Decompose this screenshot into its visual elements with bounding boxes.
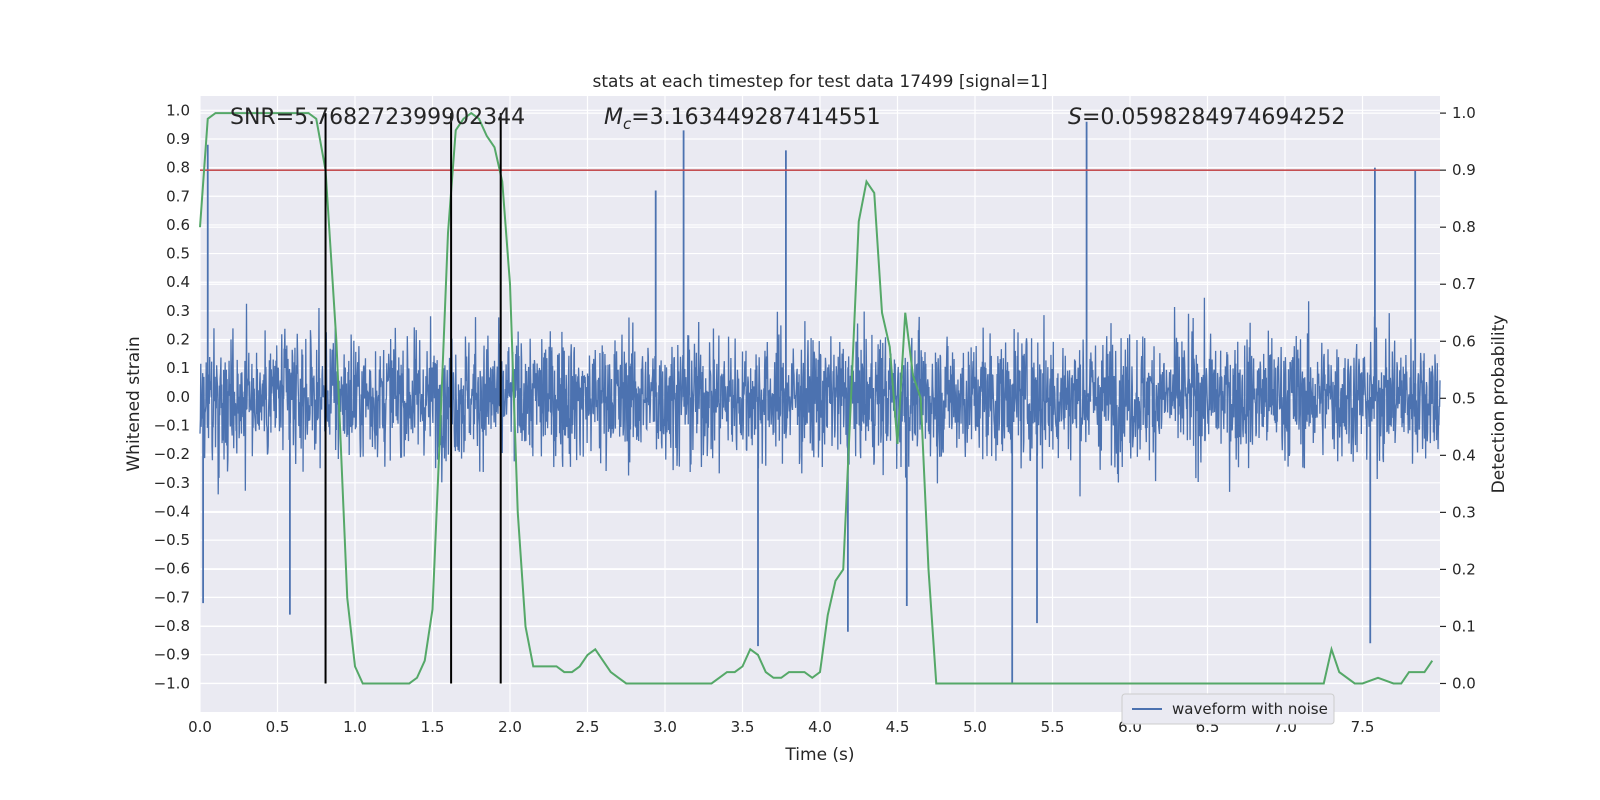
y-left-tick-label: −1.0 xyxy=(154,674,190,692)
probability-series xyxy=(199,111,1434,685)
legend-box xyxy=(1121,693,1335,725)
y-right-tick-label: 0.7 xyxy=(1452,275,1476,293)
y-left-tick-label: 0.5 xyxy=(166,245,190,263)
y-left-tick-label: −0.9 xyxy=(154,646,190,664)
y-left-tick-label: 0.7 xyxy=(166,187,190,205)
chirp-mass-subscript: c xyxy=(623,115,632,133)
x-tick-label: 4.5 xyxy=(886,718,910,736)
y-left-tick-label: −0.6 xyxy=(154,560,190,578)
y-right-tick-label: 0.0 xyxy=(1452,674,1476,692)
y-right-tick-label: 0.2 xyxy=(1452,560,1476,578)
y-left-tick-label: −0.1 xyxy=(154,416,190,434)
y-left-tick-label: 0.3 xyxy=(166,302,190,320)
x-axis-label: Time (s) xyxy=(784,745,854,765)
x-tick-label: 7.5 xyxy=(1351,718,1375,736)
y-right-tick-label: 0.3 xyxy=(1452,503,1476,521)
y-right-tick-label: 0.8 xyxy=(1452,218,1476,236)
x-tick-label: 3.5 xyxy=(731,718,755,736)
y-left-tick-label: 0.0 xyxy=(166,388,190,406)
s-symbol: S xyxy=(1068,105,1082,130)
x-tick-label: 2.5 xyxy=(576,718,600,736)
x-tick-label: 1.0 xyxy=(343,718,367,736)
y-axis-right-label: Detection probability xyxy=(1489,315,1509,494)
x-tick-label: 1.5 xyxy=(421,718,445,736)
y-left-tick-label: 0.2 xyxy=(166,331,190,349)
y-right-tick-label: 0.9 xyxy=(1452,161,1476,179)
y-right-tick-label: 0.4 xyxy=(1452,446,1476,464)
chart-title: stats at each timestep for test data 174… xyxy=(593,72,1048,92)
y-right-tick-label: 0.5 xyxy=(1452,389,1476,407)
waveform-series xyxy=(199,121,1441,684)
x-tick-label: 5.5 xyxy=(1041,718,1065,736)
x-tick-label: 4.0 xyxy=(808,718,832,736)
y-left-tick-label: 0.4 xyxy=(166,273,190,291)
y-left-tick-label: −0.3 xyxy=(154,474,190,492)
s-annotation: S=0.0598284974694252 xyxy=(1068,105,1345,130)
x-tick-label: 5.0 xyxy=(963,718,987,736)
x-tick-label: 0.0 xyxy=(188,718,212,736)
y-left-tick-label: 1.0 xyxy=(166,101,190,119)
y-left-tick-label: −0.2 xyxy=(154,445,190,463)
y-left-tick-label: −0.8 xyxy=(154,617,190,635)
vertical-markers xyxy=(324,113,502,684)
y-left-tick-label: −0.4 xyxy=(154,502,190,520)
y-axis-left-label: Whitened strain xyxy=(124,336,144,471)
detection-probability-line xyxy=(199,111,1434,685)
waveform-line xyxy=(199,297,1441,497)
y-left-tick-label: 0.6 xyxy=(166,216,190,234)
x-tick-label: 3.0 xyxy=(653,718,677,736)
snr-annotation: SNR=5.768272399902344 xyxy=(230,105,525,130)
x-tick-label: 2.0 xyxy=(498,718,522,736)
legend-label: waveform with noise xyxy=(1172,700,1328,718)
legend: waveform with noise xyxy=(1121,693,1335,725)
x-tick-label: 0.5 xyxy=(266,718,290,736)
y-left-tick-label: 0.1 xyxy=(166,359,190,377)
y-left-tick-label: 0.9 xyxy=(166,130,190,148)
chirp-mass-annotation: Mc=3.163449287414551 xyxy=(604,105,881,133)
s-value: =0.0598284974694252 xyxy=(1082,105,1345,130)
chirp-mass-symbol: M xyxy=(604,105,623,130)
y-left-tick-label: −0.7 xyxy=(154,588,190,606)
y-left-tick-label: 0.8 xyxy=(166,159,190,177)
y-right-tick-label: 0.6 xyxy=(1452,332,1476,350)
y-right-tick-label: 0.1 xyxy=(1452,617,1476,635)
y-right-tick-label: 1.0 xyxy=(1452,104,1476,122)
y-left-tick-label: −0.5 xyxy=(154,531,190,549)
tick-labels: 0.0 0.5 1.0 1.5 2.0 2.5 3.0 3.5 4.0 4.5 5.0 5.5 6.0 6… xyxy=(154,101,1476,736)
chirp-mass-value: =3.163449287414551 xyxy=(631,105,880,130)
